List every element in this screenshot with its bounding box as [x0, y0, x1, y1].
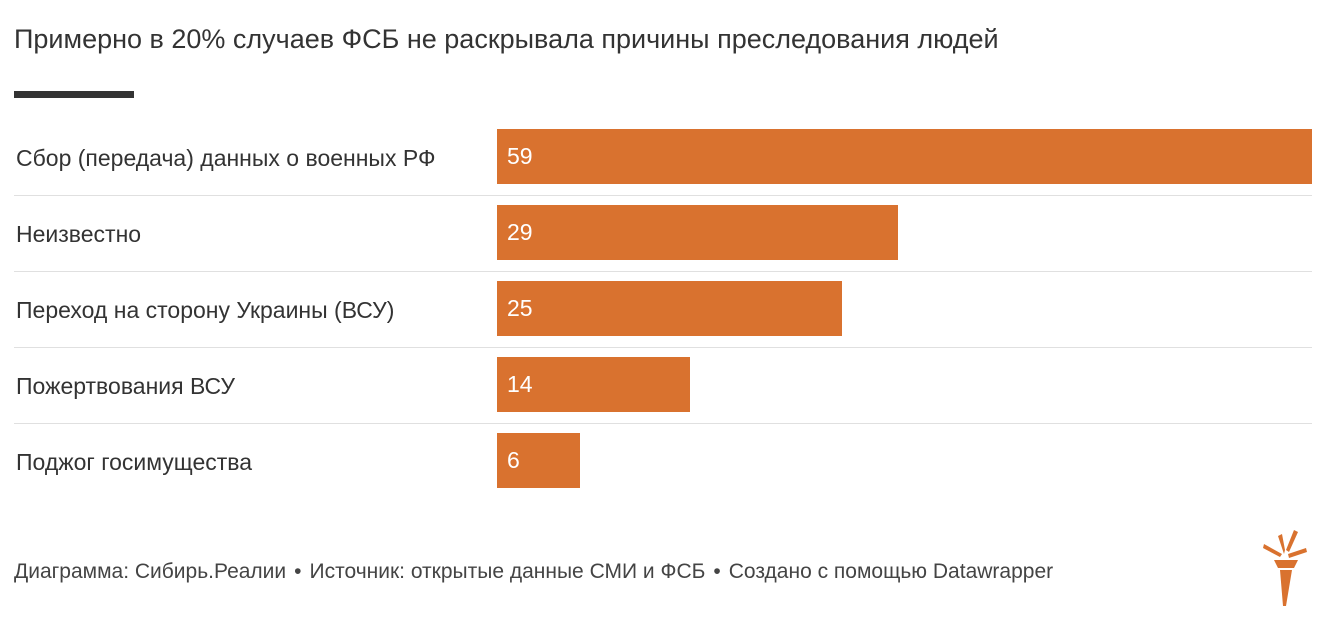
bar-track: 14: [497, 357, 1312, 412]
bar-track: 6: [497, 433, 1312, 488]
bar: [497, 281, 843, 336]
footer-source: Источник: открытые данные СМИ и ФСБ: [309, 560, 706, 583]
category-label: Пожертвования ВСУ: [16, 373, 235, 399]
category-label: Переход на сторону Украины (ВСУ): [16, 297, 395, 323]
bar-value-label: 29: [507, 219, 533, 245]
bar-track: 29: [497, 205, 1312, 260]
bar: [497, 129, 1312, 184]
category-label: Поджог госимущества: [16, 449, 253, 475]
torch-icon: [1263, 530, 1307, 606]
footer-separator: •: [713, 560, 721, 583]
bar-row: Поджог госимущества 6: [14, 424, 1312, 500]
footer-separator: •: [294, 560, 302, 583]
chart-footer: Диаграмма: Сибирь.Реалии • Источник: откры…: [14, 560, 1053, 584]
bar-row: Переход на сторону Украины (ВСУ) 25: [14, 272, 1312, 348]
bar-value-label: 6: [507, 447, 520, 473]
bar-track: 25: [497, 281, 1312, 336]
bar-row: Неизвестно 29: [14, 196, 1312, 272]
bar-row: Пожертвования ВСУ 14: [14, 348, 1312, 424]
category-label: Сбор (передача) данных о военных РФ: [16, 145, 436, 171]
bar: [497, 205, 898, 260]
bar-value-label: 25: [507, 295, 533, 321]
bar: [497, 357, 691, 412]
chart-title: Примерно в 20% случаев ФСБ не раскрывала…: [14, 24, 999, 54]
footer-made-with: Создано с помощью Datawrapper: [728, 560, 1054, 583]
footer-credit: Диаграмма: Сибирь.Реалии: [14, 560, 287, 583]
bar-value-label: 59: [507, 143, 533, 169]
bar-row: Сбор (передача) данных о военных РФ 59: [14, 120, 1312, 196]
bar-chart: Сбор (передача) данных о военных РФ 59 Неи…: [0, 120, 1324, 500]
bar: [497, 433, 580, 488]
title-rule: [14, 91, 134, 98]
bar-track: 59: [497, 129, 1312, 184]
bar-value-label: 14: [507, 371, 533, 397]
category-label: Неизвестно: [16, 221, 142, 247]
